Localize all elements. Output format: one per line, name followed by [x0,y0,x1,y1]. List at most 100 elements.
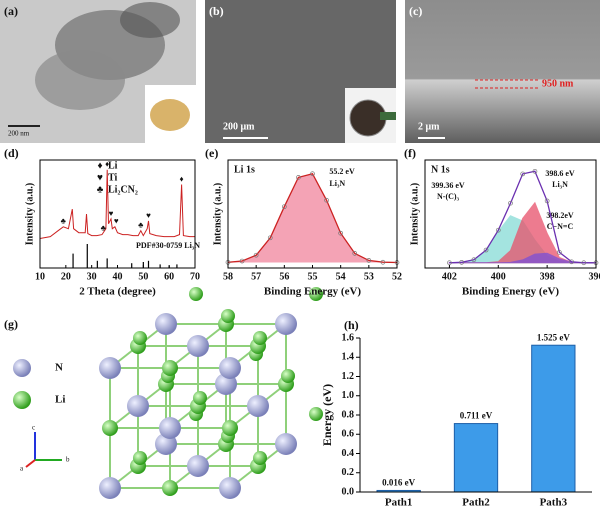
raw-point [239,258,245,264]
legend-text: Ti [108,172,117,183]
legend-atom [13,391,31,409]
phase-marker: ♣ [138,221,144,230]
axis-arrow [25,459,36,468]
axis-text: c [32,424,35,432]
peak-name: Li₃N [552,180,568,189]
x-tick-label: 60 [164,271,174,282]
fit-line [449,170,596,264]
sem-cross-section [405,0,600,143]
scale-text: 200 nm [8,130,30,138]
atom [253,451,267,465]
x-axis-label: 2 Theta (degree) [79,286,156,298]
x-tick-label: 57 [251,271,261,282]
atom [187,335,209,357]
x-tick-label: 398 [540,271,555,282]
panel-label: (a) [4,4,18,18]
atom [99,357,121,379]
core-level: Li 1s [234,164,255,175]
x-tick-label: 58 [223,271,233,282]
atom [133,451,147,465]
atom [159,417,181,439]
peak-name: C−N=C [547,222,574,231]
raw-point [447,260,452,266]
legend-text: Li [55,394,65,406]
x-tick-label: 70 [190,271,200,282]
raw-point [557,249,562,255]
peak-name: N-(C)₃ [437,192,460,201]
panel-label: (h) [344,318,359,332]
x-tick-label: 20 [61,271,71,282]
panel-b: (b) 200 μm [205,0,396,143]
peak-energy: 398.6 eV [545,169,575,178]
atom [127,395,149,417]
peak-energy: 399.36 eV [431,181,465,190]
y-tick-label: 1.6 [342,332,355,343]
atom [162,480,178,496]
x-tick-label: 55 [308,271,318,282]
y-axis-label: Energy (eV) [320,384,334,446]
atom [133,331,147,345]
x-tick-label: 10 [35,271,45,282]
raw-point [569,259,574,265]
raw-point [544,198,550,204]
raw-point [459,259,464,265]
y-tick-label: 1.2 [342,371,355,382]
x-tick-label: 54 [336,271,346,282]
raw-point [520,171,526,177]
x-tick-label: 40 [113,271,123,282]
raw-point [338,230,344,236]
raw-point [483,247,489,253]
y-tick-label: 1.4 [342,352,355,363]
y-tick-label: 1.0 [342,390,355,401]
reference-label: PDF#30-0759 Li₃N [136,241,200,250]
core-level: N 1s [431,164,450,175]
panel-label: (c) [409,4,422,18]
panel-label: (b) [209,4,224,18]
fit-line [227,172,398,264]
atom [99,477,121,499]
y-tick-label: 0.0 [342,486,355,497]
atom [102,420,118,436]
x-tick-label: 50 [138,271,148,282]
particle [35,50,125,110]
bar [531,344,576,493]
y-tick-label: 0.8 [342,409,355,420]
value-label: 0.016 eV [382,478,415,488]
raw-point [495,227,501,233]
value-label: 1.525 eV [537,332,570,342]
atom [309,287,323,301]
axis-text: b [66,456,70,464]
peak-energy: 398.2eV [546,211,574,220]
panel-label: (f) [404,146,416,160]
atom [189,287,203,301]
raw-point [581,260,587,266]
panel-g: (g) N Li c a b [4,287,323,499]
atom [219,357,241,379]
phase-marker: ♣ [101,224,107,233]
x-tick-label: Path2 [462,497,490,509]
atom [187,455,209,477]
x-tick-label: 52 [392,271,402,282]
y-axis-label: Intensity (a.u.) [24,183,35,246]
atom [275,313,297,335]
atom [253,331,267,345]
raw-point [324,197,329,203]
phase-marker: ♦ [180,174,184,183]
raw-point [267,235,273,241]
y-tick-label: 0.6 [342,429,355,440]
panel-label: (g) [4,317,18,331]
legend-text: Li₂CN₂ [108,184,138,195]
scale-text: 200 μm [223,121,255,132]
x-axis-label: Binding Energy (eV) [462,286,560,298]
legend-symbol: ♥ [97,172,103,183]
phase-marker: ♥ [146,211,151,220]
raw-point [310,171,315,177]
atom [222,420,238,436]
phase-marker: ♣ [61,217,67,226]
x-tick-label: 402 [442,271,457,282]
legend-symbol: ♣ [97,184,104,195]
legend-text: N [55,362,63,374]
tab [380,112,396,120]
scale-text: 2 μm [418,121,440,132]
atom [275,433,297,455]
